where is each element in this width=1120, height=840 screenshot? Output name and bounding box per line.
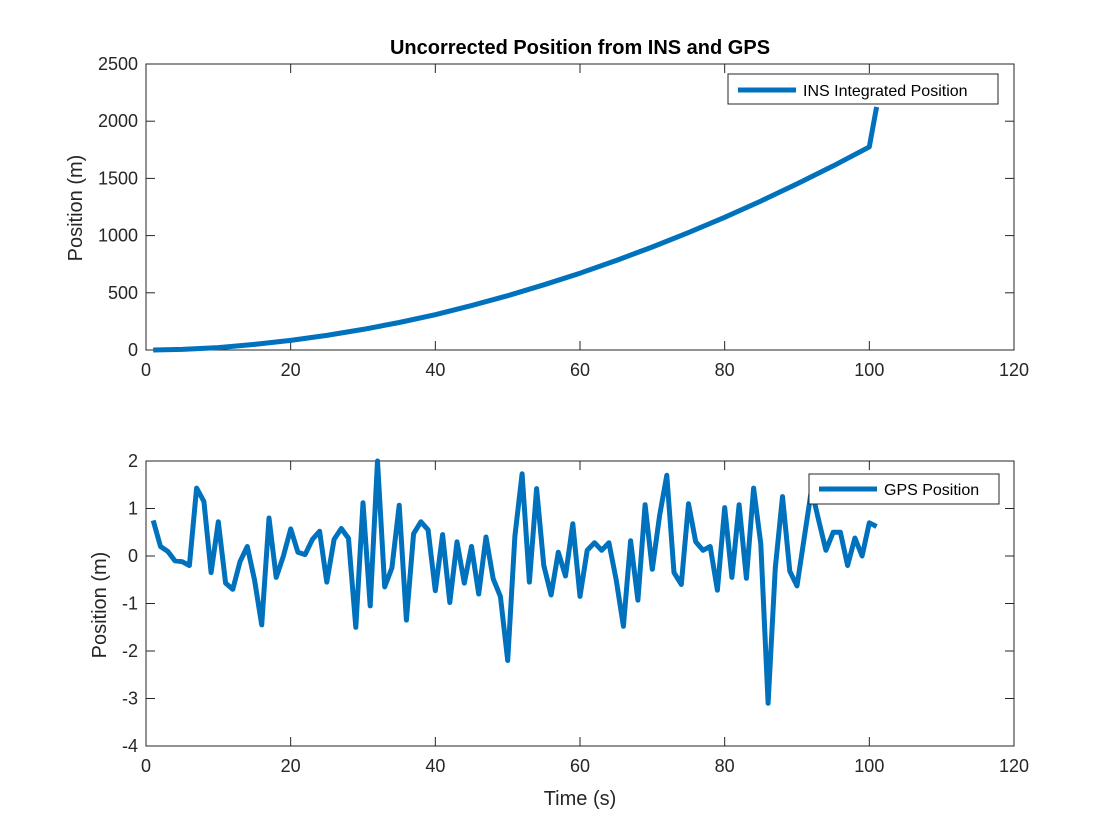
top-ticks: 0 20 40 60 80 100 120 0 500 1000 1500 2000 2500 xyxy=(98,54,1029,380)
bottom-y-axis-label: Position (m) xyxy=(89,552,111,659)
bottom-x-tick-label: 40 xyxy=(425,756,445,776)
top-series-line xyxy=(153,106,880,353)
bottom-series-line xyxy=(150,458,878,706)
bottom-ticks: 0 20 40 60 80 100 120 -4 -3 -2 -1 0 1 2 xyxy=(122,451,1029,776)
bottom-x-tick-label: 80 xyxy=(715,756,735,776)
top-subplot: 0 20 40 60 80 100 120 0 500 1000 1500 2000 2500 Unco… xyxy=(65,37,1029,380)
top-x-tick-label: 60 xyxy=(570,360,590,380)
bottom-y-tick-label: 2 xyxy=(128,451,138,471)
bottom-x-tick-label: 0 xyxy=(141,756,151,776)
bottom-x-tick-label: 60 xyxy=(570,756,590,776)
top-chart-title: Uncorrected Position from INS and GPS xyxy=(390,37,770,59)
top-y-tick-label: 2000 xyxy=(98,111,138,131)
bottom-x-axis-label: Time (s) xyxy=(544,788,617,810)
top-y-tick-label: 1000 xyxy=(98,226,138,246)
top-x-tick-label: 80 xyxy=(715,360,735,380)
top-series xyxy=(153,106,880,353)
bottom-legend: GPS Position xyxy=(808,473,1000,505)
bottom-y-tick-label: -1 xyxy=(122,594,138,614)
bottom-legend-entry: GPS Position xyxy=(884,482,979,499)
bottom-y-tick-label: 0 xyxy=(128,546,138,566)
bottom-y-tick-label: -2 xyxy=(122,641,138,661)
bottom-x-tick-label: 20 xyxy=(281,756,301,776)
top-legend: INS Integrated Position xyxy=(727,73,999,105)
top-y-tick-label: 2500 xyxy=(98,54,138,74)
top-x-tick-label: 20 xyxy=(281,360,301,380)
bottom-series xyxy=(150,458,878,706)
top-legend-entry: INS Integrated Position xyxy=(803,83,968,100)
top-axes-frame xyxy=(145,63,1015,351)
top-x-tick-label: 40 xyxy=(425,360,445,380)
bottom-subplot: 0 20 40 60 80 100 120 -4 -3 -2 -1 0 1 2 Time (s) Posi… xyxy=(89,451,1029,810)
top-x-tick-label: 100 xyxy=(854,360,884,380)
top-y-axis-label: Position (m) xyxy=(65,155,87,262)
top-y-tick-label: 0 xyxy=(128,340,138,360)
bottom-y-tick-label: -3 xyxy=(122,689,138,709)
top-y-tick-label: 500 xyxy=(108,283,138,303)
top-x-tick-label: 0 xyxy=(141,360,151,380)
top-y-tick-label: 1500 xyxy=(98,168,138,188)
top-x-tick-label: 120 xyxy=(999,360,1029,380)
bottom-axes-frame xyxy=(145,460,1015,747)
bottom-y-tick-label: 1 xyxy=(128,499,138,519)
bottom-y-tick-label: -4 xyxy=(122,736,138,756)
bottom-x-tick-label: 100 xyxy=(854,756,884,776)
bottom-x-tick-label: 120 xyxy=(999,756,1029,776)
